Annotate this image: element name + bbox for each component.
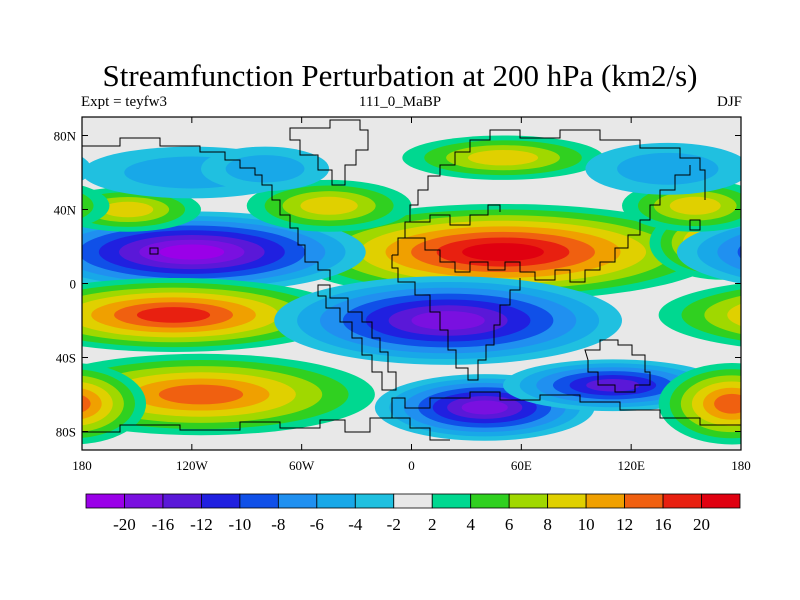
contour-band-wrap (82, 395, 91, 413)
y-tick-label: 40S (56, 351, 76, 366)
x-tick-label: 60W (289, 458, 315, 473)
colorbar-label: -10 (229, 515, 252, 534)
colorbar-box (239, 493, 279, 509)
season-label: DJF (716, 94, 742, 110)
colorbar-label: -6 (310, 515, 324, 534)
colorbar-box (662, 493, 702, 509)
coastline-mediterranean (410, 204, 501, 226)
colorbar-label: 20 (693, 515, 710, 534)
contour-band-wrap (738, 389, 741, 400)
colorbar-label: 8 (543, 515, 552, 534)
colorbar-label: -2 (387, 515, 401, 534)
contour-band-wrap (727, 303, 741, 327)
contour-band-wrap (82, 388, 102, 419)
contour-band-wrap (704, 295, 741, 335)
colorbar-label: 16 (655, 515, 672, 534)
colorbar-box (585, 493, 625, 509)
x-tick-label: 120W (176, 458, 209, 473)
coastlines (82, 119, 741, 441)
contour-band (617, 152, 719, 185)
contour-band (136, 307, 211, 323)
colorbar-label: -4 (348, 515, 363, 534)
colorbar-box (701, 493, 741, 509)
coastline-south-america (317, 284, 397, 391)
contour-feature (283, 203, 723, 301)
contour-band (714, 393, 741, 414)
colorbar-box (393, 493, 433, 509)
colorbar-label: 10 (578, 515, 595, 534)
contour-feature (82, 277, 741, 352)
contour-band (461, 400, 508, 415)
coastline-pacific-islands (149, 219, 701, 255)
colorbar-label: -16 (152, 515, 175, 534)
x-tick-label: 0 (408, 458, 415, 473)
colorbar-label: 6 (505, 515, 514, 534)
y-tick-label: 80S (56, 425, 76, 440)
coastline-asia (405, 165, 691, 283)
chart-title: Streamfunction Perturbation at 200 hPa (… (102, 58, 698, 93)
coastline-europe (392, 129, 706, 256)
contour-band-wrap (717, 234, 741, 270)
colorbar-label: -8 (271, 515, 285, 534)
coastline-australia (584, 339, 651, 393)
colorbar-label: -20 (113, 515, 136, 534)
contour-feature (82, 363, 741, 445)
contour-feature (82, 142, 741, 195)
colorbar-box (431, 493, 472, 509)
colorbar-box (124, 493, 164, 509)
colorbar-box (547, 493, 587, 509)
contour-band (300, 196, 358, 215)
colorbar-label: -12 (190, 515, 213, 534)
colorbar-box (354, 493, 395, 509)
contour-band (158, 384, 244, 405)
colorbar-label: 4 (466, 515, 475, 534)
colorbar-label: 2 (428, 515, 437, 534)
colorbar-box (162, 493, 202, 509)
colorbar-box (201, 493, 241, 509)
experiment-label: Expt = teyfw3 (81, 94, 167, 110)
contour-feature (246, 179, 412, 232)
contour-field (82, 117, 800, 450)
coastline-africa (391, 255, 521, 381)
contour-band-wrap (737, 245, 741, 259)
axes: 180 120W 60W 0 60E 120E 180 80N 40N 0 40S 80S (54, 117, 751, 473)
coastline-greenland (289, 119, 369, 186)
contour-feature (402, 135, 604, 180)
colorbar-box (85, 493, 125, 509)
colorbar-label: 12 (616, 515, 633, 534)
colorbar-box (624, 493, 664, 509)
contour-feature (274, 276, 623, 365)
y-tick-label: 80N (54, 129, 77, 144)
contour-band-wrap (82, 185, 110, 227)
contour-band (159, 244, 225, 260)
colorbar-box (316, 493, 356, 509)
contour-band (411, 311, 485, 330)
x-tick-label: 180 (72, 458, 92, 473)
y-tick-label: 40N (54, 203, 77, 218)
colorbar-box (277, 493, 318, 509)
coastline-north-america (82, 137, 331, 280)
contour-band (468, 149, 539, 166)
coastline-antarctica (82, 391, 741, 433)
colorbar-box (508, 493, 549, 509)
colorbar-box (470, 493, 510, 509)
colorbar: -20 -16 -12 -10 -8 -6 -4 -2 2 4 6 8 10 12 16 20 (85, 493, 741, 534)
contour-band (669, 196, 721, 215)
y-tick-label: 0 (70, 277, 77, 292)
coastline-weddell (392, 417, 450, 441)
contour-band-wrap (82, 193, 94, 218)
period-label: 111_0_MaBP (358, 94, 442, 110)
x-tick-label: 60E (511, 458, 532, 473)
contour-feature (82, 353, 741, 436)
x-tick-label: 120E (617, 458, 645, 473)
contour-band (102, 201, 154, 218)
contour-band (462, 243, 544, 261)
contour-band-wrap (82, 156, 92, 181)
contour-feature (200, 146, 330, 191)
contour-feature (82, 211, 741, 293)
contour-band (225, 155, 305, 183)
contour-band-wrap (741, 147, 800, 199)
x-tick-label: 180 (731, 458, 751, 473)
